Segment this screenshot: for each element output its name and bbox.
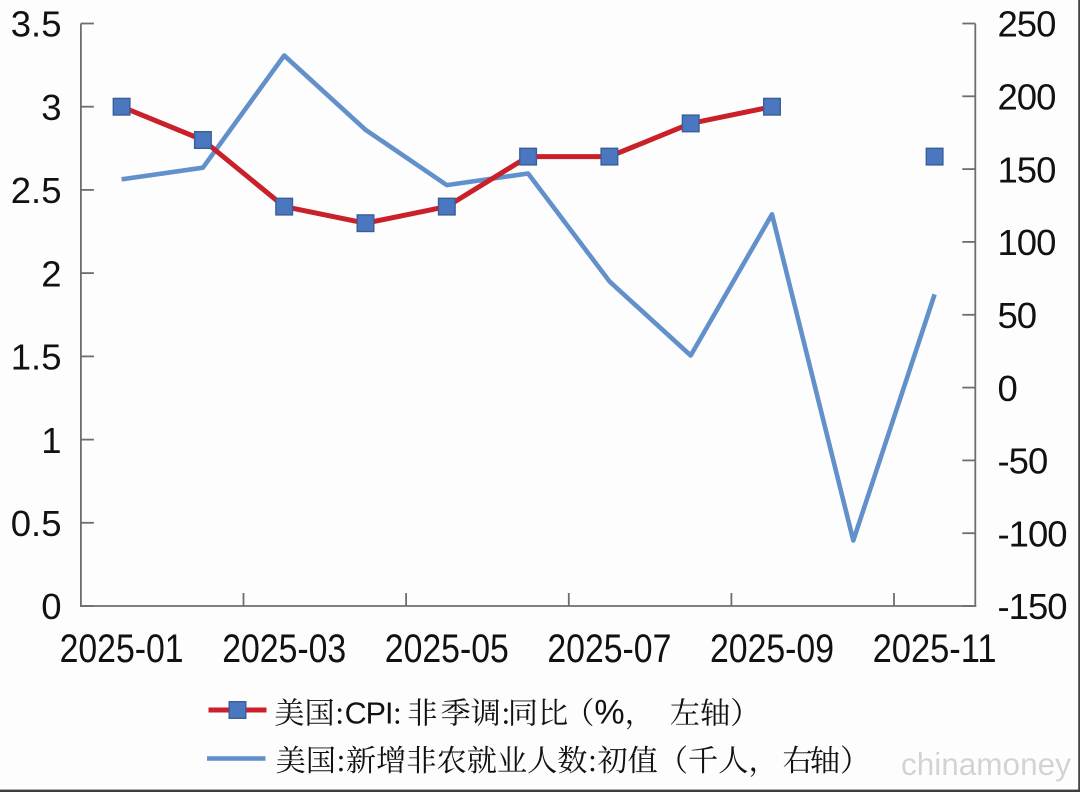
svg-text:%: % (594, 694, 624, 732)
svg-text:1.5: 1.5 (11, 337, 62, 378)
svg-text:250: 250 (998, 4, 1056, 45)
svg-text:3.5: 3.5 (11, 4, 62, 45)
svg-text:2025-07: 2025-07 (547, 627, 671, 671)
svg-text:0: 0 (41, 586, 61, 627)
svg-text:2.5: 2.5 (11, 170, 62, 211)
svg-text:2025-11: 2025-11 (873, 627, 997, 671)
svg-text:-50: -50 (998, 441, 1048, 482)
svg-text:150: 150 (998, 149, 1056, 190)
svg-text:chinamoney: chinamoney (901, 746, 1071, 782)
svg-text:2025-05: 2025-05 (385, 627, 509, 671)
svg-text:CPI: CPI (345, 697, 393, 731)
svg-text:-100: -100 (998, 513, 1067, 554)
svg-text:200: 200 (998, 77, 1056, 118)
svg-text:3: 3 (41, 87, 61, 128)
svg-text:2025-09: 2025-09 (710, 627, 834, 671)
svg-text:1: 1 (41, 420, 61, 461)
svg-text:2025-03: 2025-03 (222, 627, 346, 671)
svg-text:50: 50 (998, 295, 1037, 336)
svg-text:0.5: 0.5 (11, 503, 62, 544)
svg-text:-150: -150 (998, 586, 1067, 627)
svg-text:0: 0 (998, 368, 1017, 409)
svg-text:100: 100 (998, 222, 1056, 263)
svg-text:2: 2 (41, 253, 61, 294)
svg-text:2025-01: 2025-01 (60, 627, 184, 671)
